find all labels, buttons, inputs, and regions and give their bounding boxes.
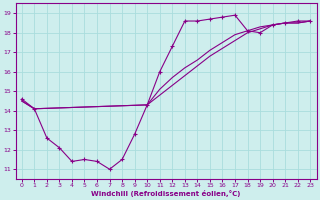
X-axis label: Windchill (Refroidissement éolien,°C): Windchill (Refroidissement éolien,°C) xyxy=(91,190,241,197)
